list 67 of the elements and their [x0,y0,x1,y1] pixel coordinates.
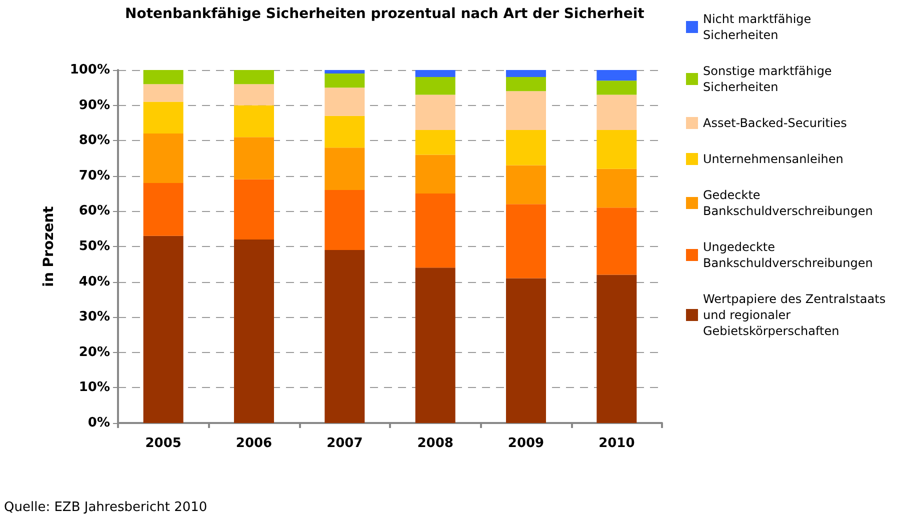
bar [415,94,456,130]
bar [596,208,637,275]
bar [234,137,274,180]
bar [143,182,184,236]
y-tick-label: 100% [70,62,110,78]
x-tick-label: 2007 [326,436,363,451]
legend-label: Wertpapiere des Zentralstaats und regionaler Gebietskörperschaften [703,292,890,338]
source-note: Quelle: EZB Jahresbericht 2010 [4,500,208,515]
x-tick-label: 2006 [236,436,272,451]
bar [143,84,184,102]
bar [234,70,274,84]
legend-label: Asset-Backed-Securities [703,116,847,130]
y-tick-label: 80% [78,133,110,148]
legend-label: Sonstige marktfähige Sicherheiten [703,64,836,94]
chart-title: Notenbankfähige Sicherheiten prozentual nach Art der Sicherheit [125,6,645,22]
y-tick-label: 40% [78,274,110,290]
bar [506,165,546,204]
bar [596,70,637,81]
y-tick-label: 20% [78,344,110,360]
bar [324,250,365,423]
bar [596,274,637,423]
legend-label: Ungedeckte Bankschuldverschreibungen [703,240,873,270]
bar [415,268,456,423]
bar [506,70,546,78]
bar [143,70,184,84]
y-tick-label: 0% [88,416,110,430]
bar [324,70,365,74]
bar [324,88,365,116]
legend-label: Unternehmensanleihen [703,152,844,166]
y-tick-label: 90% [78,98,110,113]
bar [415,154,456,194]
bar [596,94,637,130]
bar [596,130,637,169]
bar [324,148,365,190]
y-axis-title: in Prozent [41,206,57,287]
bar [324,190,365,250]
bar [415,77,456,95]
y-tick-label: 70% [78,168,110,184]
bar [506,278,546,423]
y-tick-label: 30% [78,310,110,325]
x-tick-label: 2010 [598,436,635,451]
bar [506,91,546,130]
bar [143,134,184,183]
y-tick-label: 50% [78,239,110,254]
bar [596,80,637,95]
bar [234,105,274,138]
y-tick-label: 10% [78,380,110,396]
bar [415,194,456,268]
bar [324,116,365,148]
legend-label: Gedeckte Bankschuldverschreibungen [703,188,873,218]
bar [506,204,546,278]
legend-label: Nicht marktfähige Sicherheiten [703,12,815,42]
bar [415,130,456,155]
x-tick-label: 2008 [417,436,454,451]
y-tick-label: 60% [78,204,110,219]
bar [143,102,184,134]
x-tick-label: 2005 [145,436,182,451]
bar [143,236,184,423]
bar [506,130,546,166]
bar [506,77,546,92]
x-tick-label: 2009 [508,436,544,451]
bar [596,168,637,208]
bar [234,179,274,240]
bar [324,74,365,88]
bar [415,70,456,78]
bar [234,84,274,106]
bar [234,239,274,423]
